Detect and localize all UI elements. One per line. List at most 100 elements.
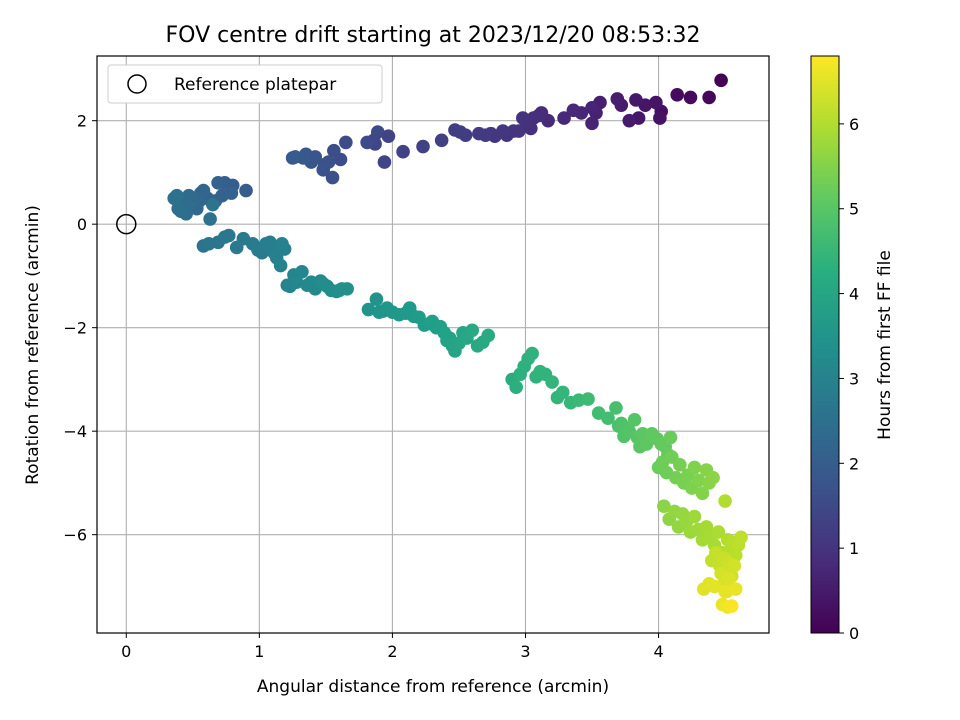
- data-point: [327, 143, 341, 158]
- data-point: [711, 525, 726, 539]
- x-tick-label: 3: [520, 642, 530, 661]
- data-point: [434, 133, 449, 148]
- data-point: [273, 258, 288, 273]
- data-point: [581, 392, 595, 406]
- data-point: [211, 175, 225, 190]
- data-point: [718, 584, 732, 599]
- data-point: [416, 139, 430, 154]
- data-point: [622, 113, 637, 128]
- data-point: [360, 135, 374, 150]
- data-point: [722, 571, 736, 586]
- legend: Reference platepar: [107, 64, 383, 104]
- data-point: [516, 111, 530, 125]
- data-point: [370, 125, 385, 139]
- data-point: [381, 129, 396, 144]
- data-point: [361, 302, 376, 317]
- data-point: [369, 292, 384, 307]
- data-point: [316, 163, 331, 177]
- data-points: [167, 73, 748, 614]
- colorbar-tick-label: 4: [849, 285, 859, 304]
- data-point: [609, 401, 623, 415]
- y-tick-label: −6: [63, 526, 87, 545]
- data-point: [340, 282, 354, 296]
- data-point: [728, 582, 743, 596]
- data-point: [673, 458, 687, 472]
- colorbar-tick-label: 1: [849, 539, 859, 558]
- y-tick-label: −2: [63, 319, 87, 338]
- data-point: [714, 73, 728, 88]
- data-point: [167, 191, 181, 206]
- data-point: [683, 90, 698, 105]
- data-point: [263, 235, 277, 250]
- data-point: [239, 183, 253, 198]
- data-point: [610, 92, 625, 106]
- data-point: [706, 470, 720, 485]
- colorbar-tick-label: 3: [849, 369, 859, 388]
- data-point: [699, 520, 714, 534]
- y-axis-title: Rotation from reference (arcmin): [23, 205, 43, 485]
- x-tick-label: 4: [653, 642, 663, 661]
- colorbar-tick-label: 5: [849, 200, 859, 219]
- colorbar-title: Hours from first FF file: [875, 250, 895, 440]
- data-point: [205, 197, 220, 212]
- data-point: [377, 155, 392, 169]
- data-point: [325, 170, 340, 185]
- reference-marker-layer: [116, 213, 137, 235]
- data-point: [663, 430, 678, 445]
- y-tick-label: −4: [63, 422, 87, 441]
- data-point: [702, 90, 716, 105]
- colorbar-tick-label: 2: [849, 454, 859, 473]
- data-point: [339, 135, 353, 150]
- data-point: [171, 201, 185, 216]
- x-tick-label: 2: [387, 642, 397, 661]
- colorbar-tick-label: 6: [849, 115, 859, 134]
- data-point: [555, 385, 570, 400]
- data-point: [734, 530, 748, 545]
- colorbar: 0 1 2 3 4 5 6 Hours from first FF file: [810, 55, 895, 643]
- data-point: [649, 95, 663, 110]
- data-point: [627, 412, 642, 427]
- data-point: [396, 144, 410, 159]
- data-point: [203, 212, 217, 226]
- data-point: [525, 346, 539, 361]
- legend-label-reference: Reference platepar: [174, 75, 336, 95]
- data-point: [465, 323, 480, 338]
- data-point: [724, 599, 739, 613]
- data-point: [727, 558, 742, 573]
- data-point: [718, 494, 732, 508]
- grid-lines: [97, 56, 769, 633]
- colorbar-gradient: [810, 55, 840, 634]
- data-point: [481, 328, 496, 343]
- data-point: [687, 509, 702, 524]
- data-point: [670, 88, 684, 102]
- data-point: [653, 111, 667, 125]
- y-axis-ticks: −6 −4 −2 0 2: [63, 112, 97, 545]
- colorbar-ticks: 0 1 2 3 4 5 6: [839, 115, 859, 643]
- data-point: [285, 151, 300, 165]
- x-axis-title: Angular distance from reference (arcmin): [257, 677, 609, 697]
- data-point: [687, 460, 702, 475]
- data-point: [639, 437, 654, 451]
- x-tick-label: 0: [121, 642, 131, 661]
- data-point: [472, 126, 486, 141]
- y-tick-label: 0: [77, 215, 87, 234]
- data-point: [585, 100, 599, 115]
- x-tick-label: 1: [254, 642, 264, 661]
- data-point: [509, 380, 523, 394]
- data-point: [566, 103, 581, 118]
- x-axis-ticks: 0 1 2 3 4: [121, 633, 664, 661]
- legend-box: [107, 64, 383, 104]
- chart-title: FOV centre drift starting at 2023/12/20 …: [166, 23, 701, 48]
- data-point: [695, 486, 710, 501]
- data-point: [629, 93, 643, 107]
- colorbar-tick-label: 0: [849, 624, 859, 643]
- data-point: [707, 579, 722, 594]
- data-point: [289, 275, 304, 289]
- reference-platepar-marker: [116, 213, 137, 235]
- data-point: [691, 473, 706, 488]
- data-point: [545, 375, 559, 389]
- data-point: [295, 264, 309, 279]
- data-point: [221, 228, 236, 243]
- data-point: [601, 411, 615, 426]
